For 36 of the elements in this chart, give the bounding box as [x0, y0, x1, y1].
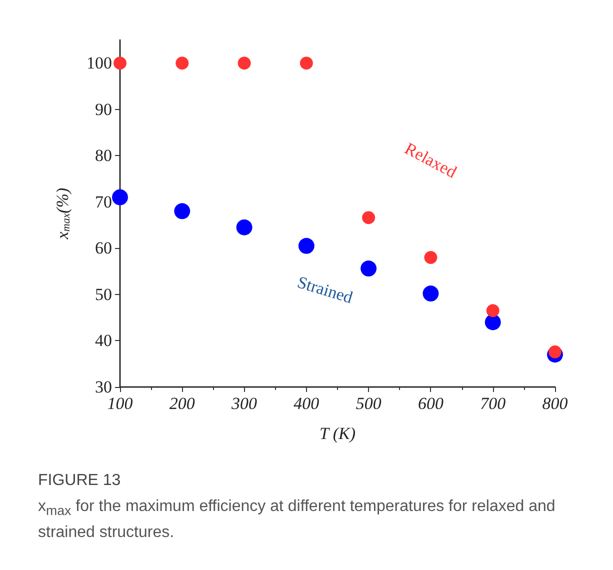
x-tick-label: 400 [294, 394, 320, 413]
point [112, 189, 128, 206]
y-tick-label: 40 [95, 331, 112, 350]
y-tick-label: 50 [95, 284, 112, 304]
y-tick-label: 30 [95, 378, 112, 396]
point [360, 260, 377, 277]
x-axis-title: T (K) [319, 424, 356, 443]
point [298, 238, 314, 254]
y-tick-label: 80 [95, 146, 112, 166]
point [422, 286, 439, 302]
point [548, 345, 562, 358]
y-tick-label: 90 [95, 100, 112, 119]
point [114, 56, 126, 70]
point [424, 250, 438, 264]
y-tick-label: 100 [86, 54, 112, 73]
point [362, 211, 376, 224]
x-tick-label: 100 [107, 394, 134, 413]
point [300, 56, 313, 70]
x-tick-label: 600 [418, 394, 444, 413]
point [484, 314, 501, 330]
x-tick-label: 500 [356, 394, 382, 413]
point [176, 56, 189, 70]
x-tick-label: 200 [169, 394, 196, 413]
point [238, 56, 251, 70]
y-axis-title: xmax(%) [53, 187, 72, 240]
x-tick-label: 800 [542, 394, 568, 413]
text: x$_{max}$ for the maximum efficiency at different temperatures for relaxed and strained structures. [38, 497, 556, 544]
x-tick-label: 700 [480, 394, 506, 413]
point [236, 219, 252, 236]
point [174, 203, 190, 220]
y-tick-label: 60 [95, 238, 112, 258]
y-tick-label: 70 [95, 192, 112, 212]
point [486, 304, 500, 318]
text: Strained [295, 272, 356, 308]
caption: FIGURE 13 [38, 471, 122, 491]
x-tick-label: 300 [230, 394, 258, 413]
